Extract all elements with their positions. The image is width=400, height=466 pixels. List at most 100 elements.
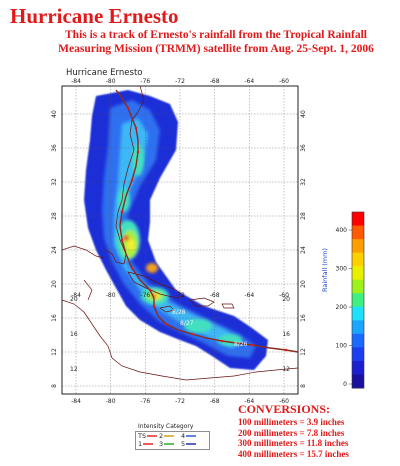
lat-tick-right: 32 (300, 178, 307, 186)
lon-tick-inner: -76 (140, 292, 150, 299)
axis-ticks: -84 -84 -80 -80 -76 -76 -72 -72 -68 -68 -64 -64 -60 -… (51, 78, 307, 405)
lat-tick-inner: 16 (282, 331, 290, 338)
lon-tick-inner: -68 (210, 292, 220, 299)
lat-tick-left: 40 (51, 110, 58, 118)
lat-tick-left: 12 (51, 348, 58, 356)
lon-tick-bottom: -64 (244, 398, 254, 405)
lat-tick-left: 20 (51, 280, 58, 288)
colorbar-segment (352, 239, 364, 254)
lon-tick-bottom: -60 (279, 398, 289, 405)
lat-tick-right: 8 (300, 384, 307, 388)
colorbar-tick: 100 (336, 343, 348, 350)
colorbar-title: Rainfall (mm) (321, 248, 329, 292)
lon-tick-bottom: -68 (210, 398, 220, 405)
intensity-label: 5 (181, 440, 185, 448)
track-point (134, 126, 138, 130)
intensity-label: 1 (138, 440, 142, 448)
lat-tick-inner: 12 (282, 366, 290, 373)
storm-track (115, 89, 299, 353)
conversion-line: 300 millimeters = 11.8 inches (238, 438, 349, 448)
lon-tick-inner: -72 (175, 292, 185, 299)
graticule (62, 86, 298, 394)
track-point (126, 106, 130, 110)
colorbar: 400 300 200 100 0 (336, 211, 365, 389)
intensity-label: TS (137, 432, 146, 440)
lat-tick-left: 32 (51, 178, 58, 186)
lon-tick-top: -76 (140, 78, 150, 85)
intensity-legend-title: Intensity Category (138, 423, 194, 430)
lon-tick-bottom: -76 (140, 398, 150, 405)
subtitle-line: This is a track of Ernesto's rainfall fr… (65, 29, 367, 41)
track-point (152, 304, 156, 308)
date-label: 8/27 (180, 320, 194, 327)
lat-tick-inner: 20 (282, 296, 290, 303)
lon-tick-inner: -60 (279, 292, 289, 299)
track-point (164, 322, 168, 326)
lat-tick-left: 36 (51, 144, 58, 152)
colorbar-segment (352, 347, 364, 362)
lon-tick-top: -68 (210, 78, 220, 85)
track-point (136, 150, 140, 154)
colorbar-segment (352, 360, 364, 375)
colorbar-tick: 400 (336, 227, 348, 234)
lat-tick-right: 16 (300, 314, 307, 322)
date-label: 8/26 (234, 341, 248, 348)
colorbar-segment (352, 252, 364, 267)
intensity-label: 4 (181, 432, 185, 440)
intensity-legend: TS1 23 45 (135, 431, 210, 450)
lon-tick-inner: -80 (106, 292, 116, 299)
track-point (190, 332, 194, 336)
lon-tick-top: -60 (279, 78, 289, 85)
track-date-labels: 8/28 8/27 8/26 (172, 309, 248, 348)
lat-tick-right: 24 (300, 246, 307, 254)
colorbar-segment (352, 279, 364, 294)
lat-tick-right: 28 (300, 212, 307, 220)
track-point (220, 339, 224, 343)
colorbar-segment (352, 333, 364, 348)
map-caption: Hurricane Ernesto (66, 68, 143, 78)
colorbar-segment (352, 225, 364, 240)
lat-tick-right: 12 (300, 348, 307, 356)
intensity-legend-frame (135, 431, 210, 450)
page-title: Hurricane Ernesto (10, 4, 179, 28)
lat-tick-left: 28 (51, 212, 58, 220)
lon-tick-top: -80 (106, 78, 116, 85)
conversion-line: 400 millimeters = 15.7 inches (238, 448, 349, 459)
conversion-line: 200 millimeters = 7.8 inches (238, 427, 345, 438)
intensity-label: 2 (159, 432, 163, 440)
colorbar-segment (352, 306, 364, 321)
track-point (250, 343, 254, 347)
lon-tick-top: -84 (71, 78, 81, 85)
lon-tick-bottom: -80 (106, 398, 116, 405)
track-point (148, 288, 152, 292)
colorbar-tick: 200 (336, 304, 348, 311)
lat-tick-left: 8 (51, 384, 58, 388)
lat-tick-left: 16 (51, 314, 58, 322)
track-point (284, 348, 288, 352)
track-point (130, 178, 134, 182)
lon-tick-bottom: -84 (71, 398, 81, 405)
lat-tick-inner: 20 (70, 296, 78, 303)
page-subtitle: This is a track of Ernesto's rainfall fr… (36, 28, 396, 56)
conversion-line: 100 millimeters = 3.9 inches (238, 417, 345, 427)
colorbar-segment (352, 374, 364, 389)
intensity-label: 3 (159, 440, 163, 448)
lon-tick-inner: -64 (244, 292, 254, 299)
colorbar-tick: 300 (336, 266, 348, 273)
subtitle-line: Measuring Mission (TRMM) satellite from … (58, 43, 374, 55)
colorbar-segment (352, 293, 364, 308)
colorbar-tick: 0 (343, 381, 347, 388)
lon-tick-top: -64 (244, 78, 254, 85)
conversions-box: CONVERSIONS: 100 millimeters = 3.9 inche… (238, 402, 349, 459)
lat-tick-left: 24 (51, 246, 58, 254)
conversions-title: CONVERSIONS: (238, 402, 331, 416)
lat-tick-inner: 12 (70, 366, 78, 373)
colorbar-segment (352, 212, 364, 227)
colorbar-segment (352, 320, 364, 335)
lon-tick-top: -72 (175, 78, 185, 85)
lon-tick-bottom: -72 (175, 398, 185, 405)
track-point (130, 266, 134, 270)
colorbar-frame (351, 211, 365, 389)
